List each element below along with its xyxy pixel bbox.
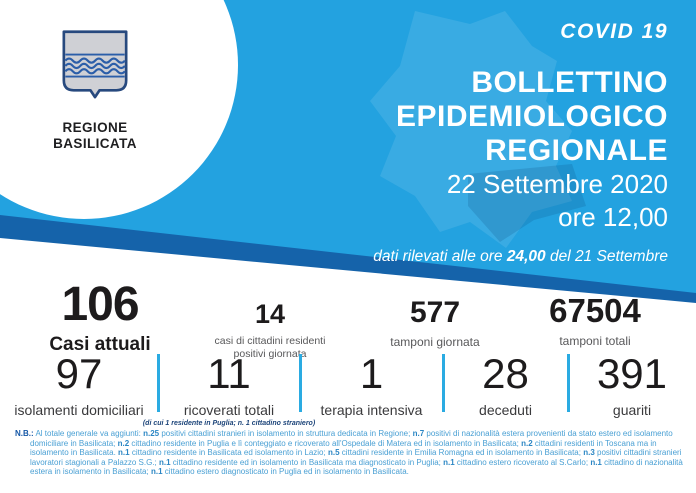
column-divider: [299, 354, 302, 412]
stat-sublabel: (di cui 1 residente in Puglia; n. 1 citt…: [142, 420, 316, 427]
stat-label: ricoverati totali: [183, 402, 275, 418]
stats-row-secondary: 97 isolamenti domiciliari 11 ricoverati …: [0, 350, 696, 427]
stat-value: 28: [482, 350, 529, 397]
stat-value: 106: [61, 278, 139, 331]
region-name-line1: REGIONE: [62, 120, 128, 135]
stat-label: casi di cittadini residenti positivi gio…: [214, 335, 326, 360]
footnote-text: Al totale generale va aggiunti: n.25 pos…: [30, 429, 683, 477]
bulletin-date: 22 Settembre 2020: [446, 169, 668, 199]
region-logo: REGIONE BASILICATA: [20, 26, 170, 152]
stat-terapia-intensiva: 1 terapia intensiva: [300, 350, 443, 427]
stat-label: tamponi giornata: [390, 335, 480, 349]
stat-value: 577: [409, 296, 461, 329]
stat-label: Casi attuali: [49, 334, 151, 355]
stat-casi-attuali: 106 Casi attuali: [28, 278, 172, 360]
stat-value: 391: [596, 350, 668, 397]
stat-isolamenti-domiciliari: 97 isolamenti domiciliari: [0, 350, 158, 427]
basilicata-map-silhouette-icon: [370, 11, 586, 248]
footnote: N.B.: Al totale generale va aggiunti: n.…: [15, 429, 684, 477]
title-line-1: BOLLETTINO: [471, 66, 668, 99]
stat-value: 67504: [549, 292, 641, 329]
stat-tamponi-totali: 67504 tamponi totali: [515, 278, 675, 360]
stat-deceduti: 28 deceduti: [443, 350, 568, 427]
covid-label: COVID 19: [560, 20, 668, 43]
note-suffix: del 21 Settembre: [545, 248, 668, 265]
data-collection-note: dati rilevati alle ore 24,00 del 21 Sett…: [373, 248, 668, 266]
note-prefix: dati rilevati alle ore: [373, 248, 507, 265]
stat-value: 11: [207, 350, 251, 397]
header-text: COVID 19 BOLLETTINO EPIDEMIOLOGICO REGIO…: [373, 20, 668, 266]
stat-label: isolamenti domiciliari: [14, 402, 144, 418]
footnote-label: N.B.:: [15, 429, 34, 438]
stat-tamponi-giornata: 577 tamponi giornata: [365, 278, 505, 360]
column-divider: [442, 354, 445, 412]
title-line-3: REGIONALE: [485, 134, 668, 167]
note-time: 24,00: [506, 248, 546, 265]
column-divider: [567, 354, 570, 412]
stat-positivi-giornata: 14 casi di cittadini residenti positivi …: [200, 278, 340, 360]
region-name-line2: BASILICATA: [53, 136, 137, 151]
basilicata-shield-icon: [62, 30, 128, 99]
stat-label: guariti: [612, 402, 652, 418]
stat-ricoverati-totali: 11 ricoverati totali (di cui 1 residente…: [143, 350, 315, 427]
stat-label: deceduti: [479, 402, 532, 418]
stat-label: tamponi totali: [559, 334, 631, 348]
stat-guariti: 391 guariti: [568, 350, 696, 427]
stat-value: 1: [359, 350, 384, 397]
stat-value: 14: [254, 299, 286, 329]
stat-label: terapia intensiva: [320, 402, 423, 418]
bulletin-time: ore 12,00: [558, 202, 668, 232]
column-divider: [157, 354, 160, 412]
stat-value: 97: [55, 350, 103, 397]
title-line-2: EPIDEMIOLOGICO: [395, 100, 668, 133]
region-name: REGIONE BASILICATA: [20, 120, 170, 152]
stats-row-primary: 106 Casi attuali 14 casi di cittadini re…: [0, 278, 696, 360]
